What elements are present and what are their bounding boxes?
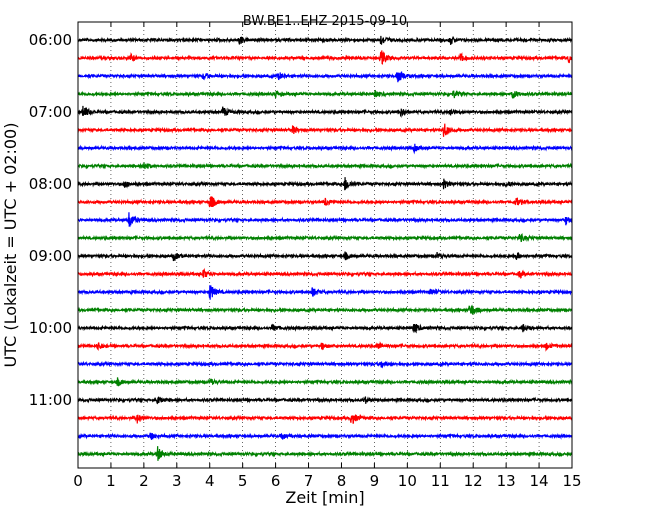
x-tick-label: 8 — [337, 472, 347, 490]
x-tick-label: 6 — [271, 472, 281, 490]
x-axis-label: Zeit [min] — [285, 488, 364, 507]
seismic-trace-0730 — [77, 143, 573, 155]
seismic-trace-0915 — [77, 267, 573, 279]
seismic-trace-1115 — [77, 413, 573, 424]
x-tick-label: 0 — [73, 472, 83, 490]
y-tick-label: 07:00 — [29, 103, 72, 121]
seismic-trace-0800 — [77, 177, 573, 191]
plot-frame — [77, 21, 573, 469]
x-tick-label: 14 — [530, 472, 549, 490]
x-tick-label: 7 — [304, 472, 314, 490]
seismic-trace-0600 — [77, 35, 573, 45]
x-tick-label: 1 — [106, 472, 116, 490]
seismic-trace-0900 — [77, 251, 573, 262]
seismic-trace-1000 — [77, 323, 573, 334]
x-tick-label: 13 — [497, 472, 516, 490]
seismic-trace-1015 — [77, 341, 573, 352]
seismic-trace-1145 — [77, 446, 573, 461]
x-tick-label: 3 — [172, 472, 182, 490]
y-axis-label: UTC (Lokalzeit = UTC + 02:00) — [1, 123, 20, 368]
seismic-trace-0830 — [77, 212, 573, 228]
y-tick-label: 08:00 — [29, 175, 72, 193]
seismic-trace-0700 — [77, 105, 573, 118]
seismic-trace-0630 — [77, 71, 573, 83]
y-tick-label: 11:00 — [29, 391, 72, 409]
seismic-trace-0615 — [77, 50, 573, 65]
x-tick-label: 4 — [205, 472, 215, 490]
x-tick-label: 9 — [370, 472, 380, 490]
seismic-trace-0815 — [77, 196, 573, 208]
seismic-trace-0645 — [77, 89, 573, 100]
y-tick-label: 10:00 — [29, 319, 72, 337]
y-tick-label: 09:00 — [29, 247, 72, 265]
seismic-trace-1045 — [77, 377, 573, 387]
x-tick-label: 12 — [464, 472, 483, 490]
x-tick-label: 10 — [398, 472, 417, 490]
seismic-trace-1100 — [77, 396, 573, 405]
seismic-trace-0715 — [77, 123, 573, 137]
x-tick-label: 2 — [139, 472, 149, 490]
seismic-trace-0745 — [77, 161, 573, 170]
x-tick-label: 15 — [562, 472, 581, 490]
seismic-trace-1030 — [77, 360, 573, 369]
seismic-trace-0945 — [77, 304, 573, 315]
seismic-trace-1130 — [77, 432, 573, 440]
seismic-trace-0845 — [77, 233, 573, 243]
seismic-trace-0930 — [77, 285, 573, 300]
y-axis: 06:00 07:00 08:00 09:00 10:00 11:00 — [29, 31, 572, 409]
x-tick-label: 5 — [238, 472, 248, 490]
x-tick-label: 11 — [431, 472, 450, 490]
x-axis: 0 1 2 3 4 5 6 7 8 9 10 11 12 13 14 15 — [73, 22, 582, 490]
trace-group — [77, 35, 573, 461]
y-tick-label: 06:00 — [29, 31, 72, 49]
